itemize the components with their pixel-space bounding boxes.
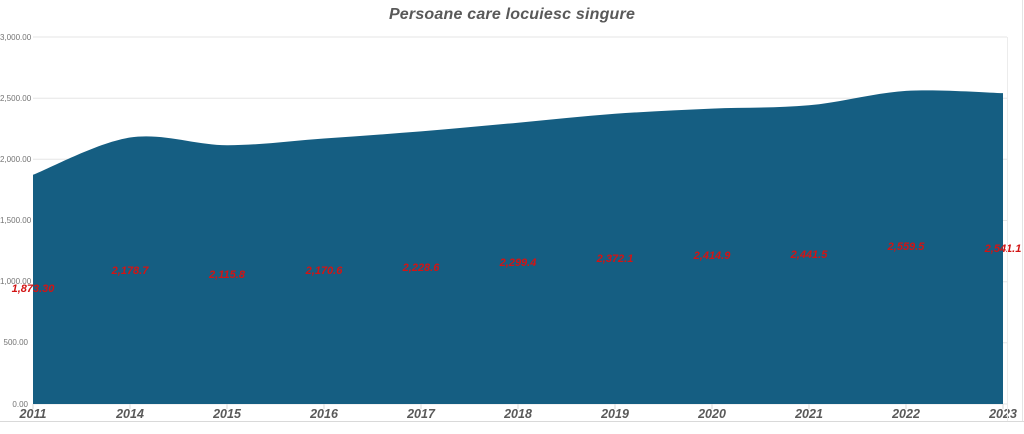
x-axis-tick-label: 2015 (213, 407, 241, 421)
y-axis-tick-label: 3,000.00 (0, 32, 32, 42)
y-axis-tick-label: 1,000.00 (0, 277, 32, 287)
x-axis-tick-label: 2019 (601, 407, 629, 421)
data-label: 2,299.4 (499, 257, 537, 270)
x-axis-tick-label: 2021 (795, 407, 823, 421)
x-axis-tick-label: 2014 (116, 407, 144, 421)
y-axis-tick-label: 2,000.00 (0, 154, 32, 164)
y-axis-tick-label: 0.00 (12, 399, 28, 409)
data-label: 2,541.1 (984, 242, 1022, 255)
x-axis-tick-label: 2020 (698, 407, 726, 421)
plot-area-right-border (1007, 37, 1008, 421)
x-axis-tick-label: 2011 (19, 407, 47, 421)
y-axis-tick-label: 1,500.00 (0, 216, 32, 225)
area-series[interactable] (33, 90, 1003, 405)
x-axis-tick-label: 2022 (892, 407, 920, 421)
chart-border-right (1022, 0, 1023, 421)
x-axis-tick-label: 2016 (310, 407, 338, 421)
chart-border-bottom (0, 421, 1024, 422)
data-label: 1,873.30 (11, 283, 55, 296)
data-label: 2,115.8 (209, 268, 245, 281)
y-axis-tick-label: 500.00 (3, 338, 28, 348)
data-label: 2,170.6 (305, 265, 343, 278)
chart-title: Persoane care locuiesc singure (388, 6, 636, 23)
data-label: 2,441.5 (790, 248, 828, 261)
y-axis-tick-label: 2,500.00 (0, 93, 32, 103)
x-axis-tick-label: 2018 (504, 407, 532, 421)
x-axis-tick-label: 2023 (989, 407, 1017, 421)
data-label: 2,228.6 (402, 261, 440, 274)
data-label: 2,178.7 (111, 264, 149, 277)
data-label: 2,414.9 (693, 250, 731, 263)
data-label: 2,559.5 (887, 241, 925, 254)
data-label: 2,372.1 (596, 252, 634, 265)
x-axis-tick-label: 2017 (407, 407, 435, 421)
